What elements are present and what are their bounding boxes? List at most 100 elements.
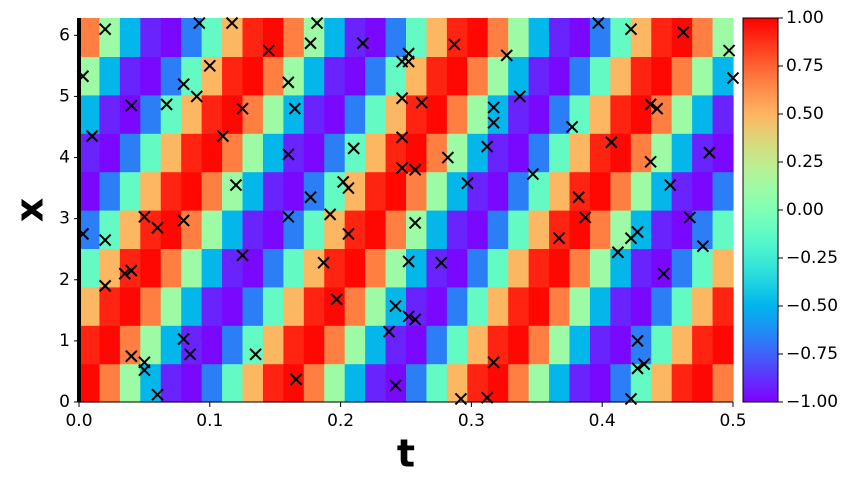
heatmap-cell xyxy=(467,248,489,288)
heatmap-cell xyxy=(589,56,611,96)
heatmap-cell xyxy=(467,133,489,173)
heatmap-cell xyxy=(630,363,652,403)
heatmap-cell xyxy=(528,56,550,96)
sample-point xyxy=(356,37,370,50)
sample-point xyxy=(487,116,500,129)
heatmap-cell xyxy=(201,210,223,249)
heatmap-cell xyxy=(426,363,448,403)
heatmap-cell xyxy=(160,325,182,365)
heatmap-cell xyxy=(508,210,530,249)
heatmap-cell xyxy=(140,325,162,365)
heatmap-cell xyxy=(549,18,571,57)
heatmap-cell xyxy=(303,18,325,57)
sample-point xyxy=(395,161,409,175)
heatmap-cell xyxy=(303,56,325,96)
sample-point xyxy=(236,102,249,115)
heatmap-cell xyxy=(549,325,571,365)
sample-point xyxy=(631,334,644,348)
sample-point xyxy=(726,71,740,85)
sample-point xyxy=(282,148,295,161)
heatmap-cell xyxy=(283,171,305,211)
heatmap-cell xyxy=(446,286,468,326)
heatmap-cell xyxy=(528,325,550,365)
heatmap-cell xyxy=(222,56,244,96)
heatmap-cell xyxy=(426,210,448,249)
sample-point xyxy=(402,310,415,323)
heatmap-cell xyxy=(262,56,284,96)
heatmap-cell xyxy=(528,210,550,249)
heatmap-cell xyxy=(446,94,468,134)
heatmap-cell xyxy=(671,286,693,326)
heatmap-cell xyxy=(283,363,305,403)
heatmap-cell xyxy=(426,171,448,211)
heatmap-cell xyxy=(406,18,428,57)
heatmap-cell xyxy=(651,210,673,249)
heatmap-cell xyxy=(303,325,325,365)
x-tick-label: 0.5 xyxy=(719,411,746,431)
heatmap-cell xyxy=(222,325,244,365)
heatmap-cell xyxy=(119,210,141,249)
sample-point xyxy=(382,325,396,338)
heatmap-cell xyxy=(79,363,101,403)
heatmap-cell xyxy=(549,286,571,326)
heatmap-cell xyxy=(426,286,448,326)
sample-point xyxy=(203,59,217,73)
sample-point xyxy=(98,22,112,36)
heatmap-cell xyxy=(712,133,734,173)
heatmap-cell xyxy=(385,248,407,288)
heatmap-cell xyxy=(222,210,244,249)
heatmap-cell xyxy=(160,248,182,288)
heatmap-cell xyxy=(712,56,734,96)
heatmap-cell xyxy=(303,248,325,288)
heatmap-cell xyxy=(181,171,203,211)
sample-point xyxy=(480,140,494,153)
heatmap-cell xyxy=(467,56,489,96)
sample-point xyxy=(605,136,618,149)
heatmap-cell xyxy=(140,171,162,211)
heatmap-cell xyxy=(630,171,652,211)
sample-point xyxy=(177,214,190,227)
heatmap-cell xyxy=(222,171,244,211)
heatmap-cell xyxy=(385,56,407,96)
heatmap-cell xyxy=(181,210,203,249)
heatmap-cell xyxy=(446,248,468,288)
heatmap-cell xyxy=(344,286,366,326)
heatmap-cell xyxy=(119,171,141,211)
sample-point xyxy=(513,90,527,103)
heatmap-cell xyxy=(79,94,101,134)
heatmap-cell xyxy=(671,248,693,288)
x-tick-label: 0.0 xyxy=(65,411,92,431)
heatmap-cell xyxy=(385,94,407,134)
heatmap-cell xyxy=(242,210,264,249)
heatmap-cell xyxy=(242,171,264,211)
heatmap-cell xyxy=(160,56,182,96)
heatmap-cell xyxy=(79,18,101,57)
heatmap-cell xyxy=(385,363,407,403)
heatmap-cell xyxy=(692,210,714,249)
sample-point xyxy=(703,146,716,159)
heatmap-cell xyxy=(222,248,244,288)
heatmap-cell xyxy=(651,171,673,211)
heatmap-cell xyxy=(99,171,121,211)
heatmap-cell xyxy=(467,18,489,57)
heatmap-cell xyxy=(528,248,550,288)
heatmap-cell xyxy=(283,94,305,134)
sample-point xyxy=(229,178,243,192)
heatmap-cell xyxy=(630,18,652,57)
sample-point xyxy=(98,279,112,293)
heatmap-cell xyxy=(119,286,141,326)
heatmap-cell xyxy=(508,286,530,326)
x-tick-label: 0.4 xyxy=(589,411,616,431)
heatmap-cell xyxy=(119,18,141,57)
heatmap-cell xyxy=(79,248,101,288)
sample-point xyxy=(448,38,461,51)
heatmap-cell xyxy=(181,133,203,173)
heatmap-cell xyxy=(79,133,101,173)
sample-point xyxy=(441,151,455,164)
heatmap-cell xyxy=(406,210,428,249)
heatmap-cell xyxy=(549,248,571,288)
heatmap-cell xyxy=(630,286,652,326)
heatmap-cell xyxy=(201,94,223,134)
heatmap-cell xyxy=(262,325,284,365)
heatmap-cell xyxy=(222,94,244,134)
